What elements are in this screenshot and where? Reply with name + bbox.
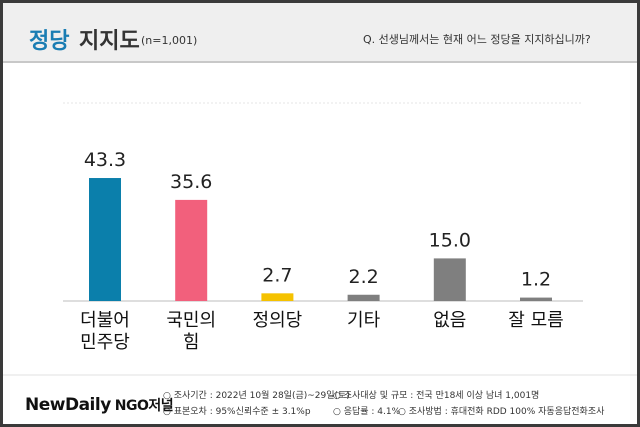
survey-note: ○ 응답률 : 4.1% [333, 407, 401, 417]
category-label: 잘 모름 [508, 310, 564, 331]
survey-note: ○ 표본오차 : 95%신뢰수준 ± 3.1%p [163, 407, 311, 417]
survey-note: ○ 조사방법 : 휴대전화 RDD 100% 자동응답전화조사 [398, 407, 605, 417]
bar [520, 297, 552, 301]
value-label: 1.2 [521, 269, 551, 291]
bar [347, 294, 380, 301]
category-label: 정의당 [252, 310, 303, 331]
logo-main: NewDaily [25, 395, 111, 415]
category-label: 더불어 민주당 [80, 310, 130, 353]
value-label: 35.6 [170, 171, 212, 193]
category-label: 기타 [347, 310, 381, 331]
value-label: 43.3 [84, 149, 126, 171]
sample-size: (n=1,001) [141, 34, 198, 47]
title: 지지도 [79, 29, 140, 54]
bar [261, 293, 294, 301]
survey-note: ○ 조사대상 및 규모 : 전국 만18세 이상 남녀 1,001명 [333, 391, 540, 401]
bar [433, 258, 466, 301]
category-label: 국민의 힘 [166, 310, 217, 353]
logo-sub: NGO저널 [114, 398, 174, 414]
plot: 43.3 35.6 2.7 2.2 15.0 1.2 [3, 102, 637, 376]
value-label: 15.0 [429, 229, 471, 251]
value-label: 2.2 [348, 266, 378, 288]
title-highlight: 정당 [29, 29, 70, 54]
logo: NewDaily NGO저널 [25, 395, 174, 415]
survey-note: ○ 조사기간 : 2022년 10월 28일(금)~29일(토) [163, 391, 350, 401]
bar [175, 199, 208, 301]
bar [89, 178, 121, 301]
header: 정당 지지도 (n=1,001) Q. 선생님께서는 현재 어느 정당을 지지하… [3, 3, 637, 63]
value-label: 2.7 [262, 264, 292, 286]
question: Q. 선생님께서는 현재 어느 정당을 지지하십니까? [363, 33, 591, 46]
category-label: 없음 [433, 310, 467, 331]
